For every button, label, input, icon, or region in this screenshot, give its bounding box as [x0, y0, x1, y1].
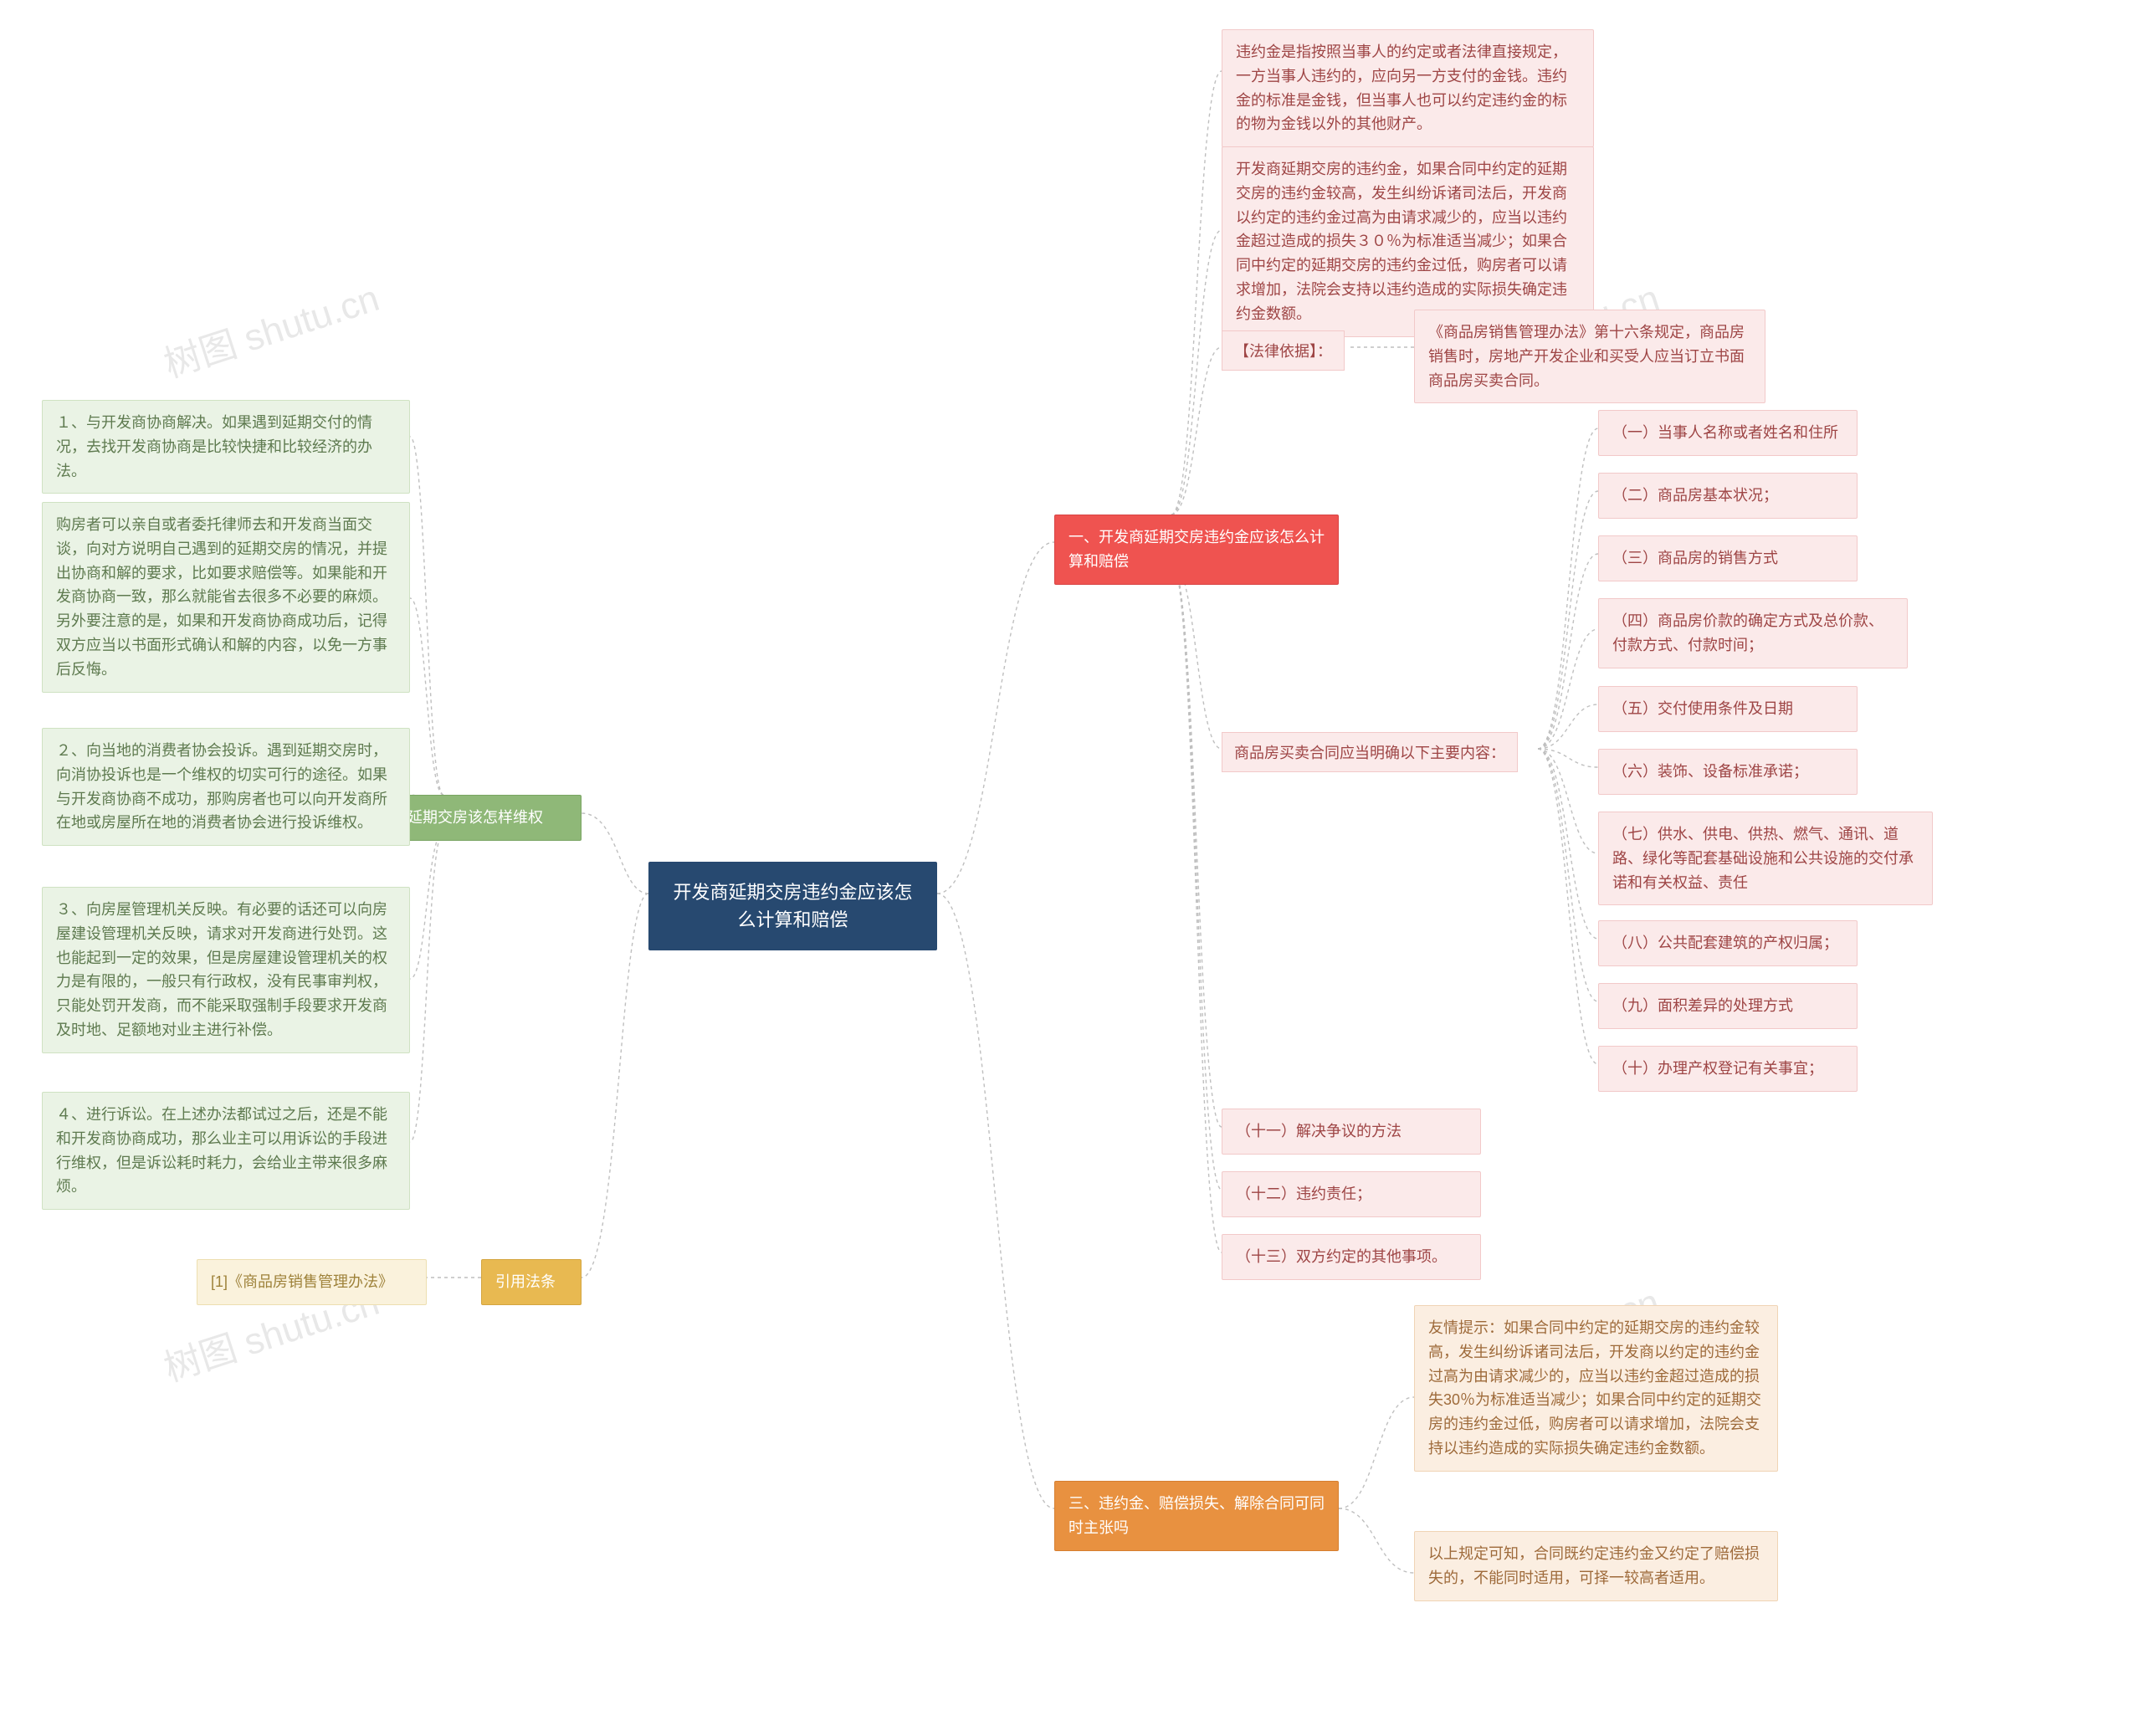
b1-law-label: 【法律依据】： [1222, 330, 1345, 371]
b3-note-1: 友情提示：如果合同中约定的延期交房的违约金较高，发生纠纷诉诸司法后，开发商以约定… [1414, 1305, 1778, 1472]
b1-item-5: （五）交付使用条件及日期 [1598, 686, 1858, 732]
b2-note-2: 购房者可以亲自或者委托律师去和开发商当面交谈，向对方说明自己遇到的延期交房的情况… [42, 502, 410, 693]
b1-contract-label: 商品房买卖合同应当明确以下主要内容： [1222, 732, 1518, 772]
b1-item-11: （十一）解决争议的方法 [1222, 1109, 1481, 1155]
branch-1: 一、开发商延期交房违约金应该怎么计算和赔偿 [1054, 515, 1339, 585]
b1-item-4: （四）商品房价款的确定方式及总价款、付款方式、付款时间； [1598, 598, 1908, 668]
b1-item-1: （一）当事人名称或者姓名和住所 [1598, 410, 1858, 456]
b2-note-5: ４、进行诉讼。在上述办法都试过之后，还是不能和开发商协商成功，那么业主可以用诉讼… [42, 1092, 410, 1210]
b3-note-2: 以上规定可知，合同既约定违约金又约定了赔偿损失的，不能同时适用，可择一较高者适用… [1414, 1531, 1778, 1601]
b1-item-13: （十三）双方约定的其他事项。 [1222, 1234, 1481, 1280]
b1-item-12: （十二）违约责任； [1222, 1171, 1481, 1217]
b1-item-3: （三）商品房的销售方式 [1598, 535, 1858, 581]
b1-item-2: （二）商品房基本状况； [1598, 473, 1858, 519]
b1-item-6: （六）装饰、设备标准承诺； [1598, 749, 1858, 795]
branch-3: 三、违约金、赔偿损失、解除合同可同时主张吗 [1054, 1481, 1339, 1551]
branch-4: 引用法条 [481, 1259, 582, 1305]
watermark: 树图 shutu.cn [156, 268, 385, 387]
b1-note-1: 违约金是指按照当事人的约定或者法律直接规定，一方当事人违约的，应向另一方支付的金… [1222, 29, 1594, 147]
b1-item-10: （十）办理产权登记有关事宜； [1598, 1046, 1858, 1092]
b1-item-7: （七）供水、供电、供热、燃气、通讯、道路、绿化等配套基础设施和公共设施的交付承诺… [1598, 812, 1933, 905]
root-node: 开发商延期交房违约金应该怎么计算和赔偿 [648, 862, 937, 950]
b1-item-8: （八）公共配套建筑的产权归属； [1598, 920, 1858, 966]
b2-note-1: １、与开发商协商解决。如果遇到延期交付的情况，去找开发商协商是比较快捷和比较经济… [42, 400, 410, 494]
b1-law-text: 《商品房销售管理办法》第十六条规定，商品房销售时，房地产开发企业和买受人应当订立… [1414, 310, 1765, 403]
b2-note-3: ２、向当地的消费者协会投诉。遇到延期交房时，向消协投诉也是一个维权的切实可行的途… [42, 728, 410, 846]
b2-note-4: ３、向房屋管理机关反映。有必要的话还可以向房屋建设管理机关反映，请求对开发商进行… [42, 887, 410, 1053]
b4-note-1: [1]《商品房销售管理办法》 [197, 1259, 427, 1305]
b1-item-9: （九）面积差异的处理方式 [1598, 983, 1858, 1029]
b1-note-2: 开发商延期交房的违约金，如果合同中约定的延期交房的违约金较高，发生纠纷诉诸司法后… [1222, 146, 1594, 337]
